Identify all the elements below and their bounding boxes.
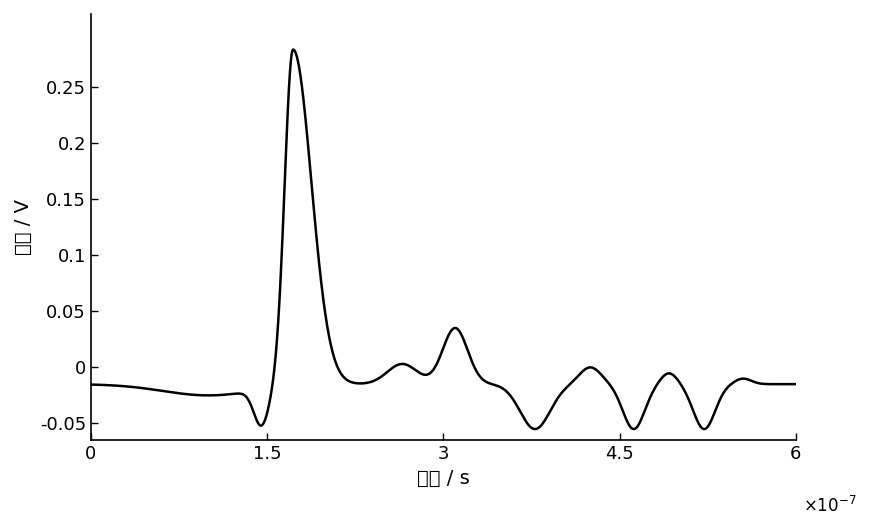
Text: $\times10^{-7}$: $\times10^{-7}$: [802, 496, 855, 516]
X-axis label: 时间 / s: 时间 / s: [416, 469, 469, 487]
Y-axis label: 幅度 / V: 幅度 / V: [14, 199, 33, 255]
